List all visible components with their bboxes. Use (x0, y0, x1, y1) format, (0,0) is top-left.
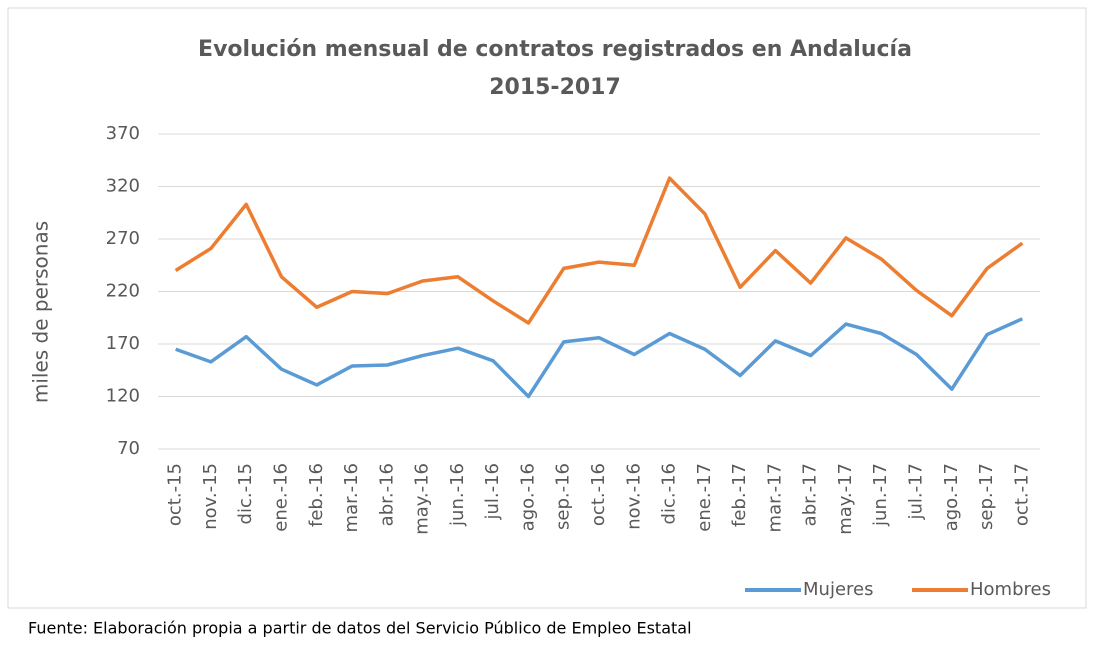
chart-title: Evolución mensual de contratos registrad… (198, 37, 912, 62)
x-tick-label: feb.-17 (729, 463, 750, 527)
x-tick-label: jun.-17 (870, 463, 891, 527)
x-tick-label: oct.-17 (1011, 463, 1032, 526)
x-tick-label: sep.-17 (976, 463, 997, 530)
x-tick-label: jun.-16 (447, 463, 468, 527)
x-tick-label: oct.-15 (165, 463, 186, 526)
x-tick-label: dic.-16 (659, 463, 680, 524)
y-tick-label: 370 (106, 123, 140, 144)
x-tick-label: oct.-16 (588, 463, 609, 526)
x-tick-label: may.-16 (412, 463, 433, 535)
y-tick-label: 220 (106, 281, 140, 302)
x-tick-label: ago.-17 (941, 463, 962, 531)
x-tick-label: nov.-15 (200, 463, 221, 530)
legend-label: Hombres (970, 579, 1051, 600)
x-tick-label: jul.-17 (906, 463, 927, 521)
legend-label: Mujeres (803, 579, 873, 600)
x-tick-label: nov.-16 (623, 463, 644, 530)
x-tick-label: mar.-17 (764, 463, 785, 532)
chart-title: 2015-2017 (489, 75, 621, 100)
x-tick-label: dic.-15 (235, 463, 256, 524)
source-note: Fuente: Elaboración propia a partir de d… (28, 619, 692, 638)
y-axis-label: miles de personas (29, 221, 53, 403)
y-tick-label: 320 (106, 176, 140, 197)
y-tick-label: 70 (117, 438, 140, 459)
data-line (175, 317, 1024, 399)
chart-frame (7, 7, 1087, 609)
x-tick-label: ene.-17 (694, 463, 715, 532)
x-tick-label: mar.-16 (341, 463, 362, 532)
y-tick-label: 170 (106, 333, 140, 354)
data-line (174, 176, 1024, 325)
x-tick-label: abr.-16 (376, 463, 397, 526)
x-tick-label: may.-17 (835, 463, 856, 535)
y-tick-label: 120 (106, 386, 140, 407)
x-tick-label: jul.-16 (482, 463, 503, 521)
x-tick-label: ene.-16 (270, 463, 291, 532)
x-tick-label: abr.-17 (800, 463, 821, 526)
y-tick-label: 270 (106, 228, 140, 249)
x-tick-label: sep.-16 (553, 463, 574, 530)
x-tick-label: ago.-16 (517, 463, 538, 531)
x-tick-label: feb.-16 (306, 463, 327, 527)
